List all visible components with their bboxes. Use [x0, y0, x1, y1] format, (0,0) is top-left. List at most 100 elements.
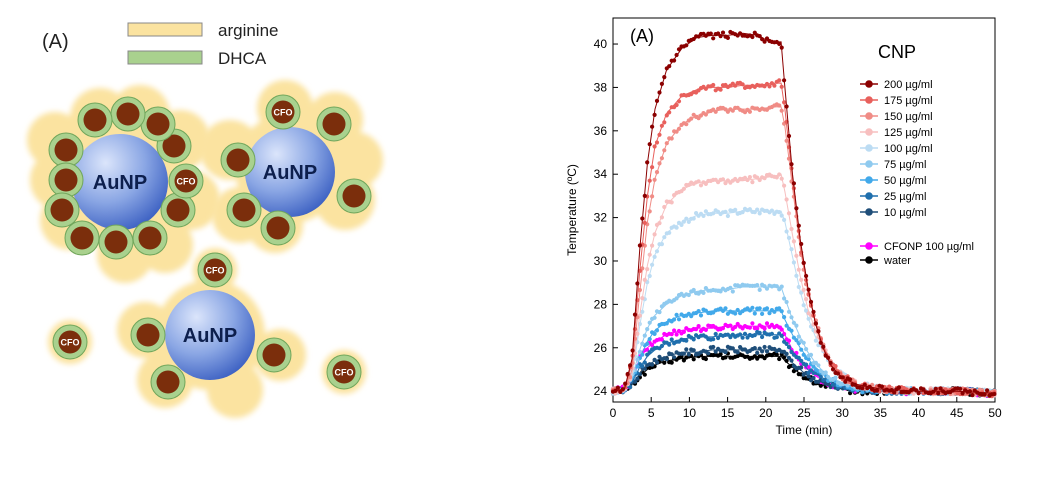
data-point [740, 335, 745, 340]
cfo-core [54, 138, 78, 162]
data-point [752, 333, 757, 338]
data-point [659, 156, 664, 161]
data-point [786, 235, 792, 240]
data-point [674, 312, 679, 317]
data-point [784, 197, 789, 202]
y-tick-label: 30 [594, 254, 608, 268]
data-point [779, 213, 784, 218]
data-point [684, 122, 689, 127]
data-point [674, 52, 679, 58]
cfo-core [271, 100, 295, 124]
data-point [669, 352, 674, 357]
data-point [703, 327, 708, 332]
data-point [635, 376, 640, 381]
data-point [813, 321, 818, 326]
y-axis-label: Temperature (ºC) [565, 164, 579, 256]
data-point [769, 331, 774, 336]
data-point [659, 337, 664, 342]
cfo-label: CFO [335, 368, 354, 378]
data-point [757, 346, 762, 351]
legend-marker [865, 242, 873, 250]
x-axis-ticks: 0 5 10 15 20 25 30 35 40 45 50 [610, 397, 1002, 420]
data-point [774, 335, 779, 340]
data-point [662, 75, 667, 80]
data-point [676, 47, 682, 52]
data-point [742, 331, 748, 336]
series-group [610, 29, 997, 399]
data-point [642, 366, 647, 371]
data-point [718, 352, 723, 357]
legend-label: 75 µg/ml [884, 159, 926, 171]
data-point [632, 327, 638, 332]
cfo-core [138, 226, 162, 250]
data-point [684, 43, 689, 48]
data-point [757, 177, 762, 183]
data-point [647, 273, 652, 279]
data-point [811, 375, 816, 381]
legend-entry: 50 µg/ml [860, 175, 926, 187]
series [610, 305, 997, 397]
data-point [642, 333, 647, 338]
data-point [931, 389, 936, 394]
cfo-core [116, 102, 140, 126]
data-point [764, 321, 770, 326]
data-point [674, 225, 679, 230]
data-point [672, 58, 677, 63]
data-point [698, 313, 704, 318]
data-point [806, 374, 811, 379]
data-point [806, 287, 811, 292]
data-point [713, 109, 718, 114]
cfo-core [162, 134, 186, 158]
legend-marker [865, 160, 873, 168]
temperature-chart-panel: 24 26 28 30 32 34 36 38 40 0 5 10 15 20 25 30 35 40 45 50 … [520, 0, 1046, 495]
data-point [701, 213, 706, 218]
data-point [684, 338, 689, 343]
data-point [860, 386, 865, 391]
y-axis-ticks: 24 26 28 30 32 34 36 38 40 [594, 37, 618, 398]
x-tick-label: 10 [683, 406, 697, 420]
data-point [779, 309, 784, 314]
data-point [618, 389, 623, 394]
data-point [662, 204, 667, 210]
data-point [789, 349, 794, 355]
data-point [642, 193, 647, 198]
y-tick-label: 40 [594, 37, 608, 51]
data-point [779, 333, 784, 338]
data-point [755, 350, 760, 355]
data-point [647, 320, 652, 325]
legend-entry: 75 µg/ml [860, 159, 926, 171]
data-point [804, 273, 809, 279]
data-point [755, 207, 760, 212]
data-point [799, 290, 804, 295]
data-point [708, 31, 713, 36]
data-point [828, 360, 833, 365]
data-point [669, 332, 674, 337]
cfo-core [266, 216, 290, 240]
data-point [686, 292, 691, 298]
data-point [808, 352, 814, 357]
data-point [777, 103, 782, 108]
data-point [711, 82, 716, 88]
data-point [652, 144, 657, 149]
data-point [635, 364, 640, 369]
x-tick-label: 20 [759, 406, 773, 420]
series-line [612, 82, 996, 394]
data-point [691, 337, 696, 342]
data-point [647, 209, 652, 214]
data-point [647, 350, 652, 355]
schematic-illustration: (A) arginine DHCA AuNP CFO AuNP CFO AuNP CFO C… [27, 21, 383, 418]
data-point [664, 113, 669, 118]
data-point [681, 358, 686, 363]
legend-marker [865, 128, 873, 136]
data-point [669, 136, 674, 141]
data-point [967, 389, 972, 394]
data-point [645, 327, 650, 332]
data-point [777, 41, 782, 47]
data-point [632, 312, 638, 317]
data-point [789, 328, 794, 333]
cfo-core [166, 198, 190, 222]
data-point [747, 207, 752, 212]
data-point [723, 306, 728, 311]
cfo-core [332, 360, 356, 384]
legend-marker [865, 192, 873, 200]
